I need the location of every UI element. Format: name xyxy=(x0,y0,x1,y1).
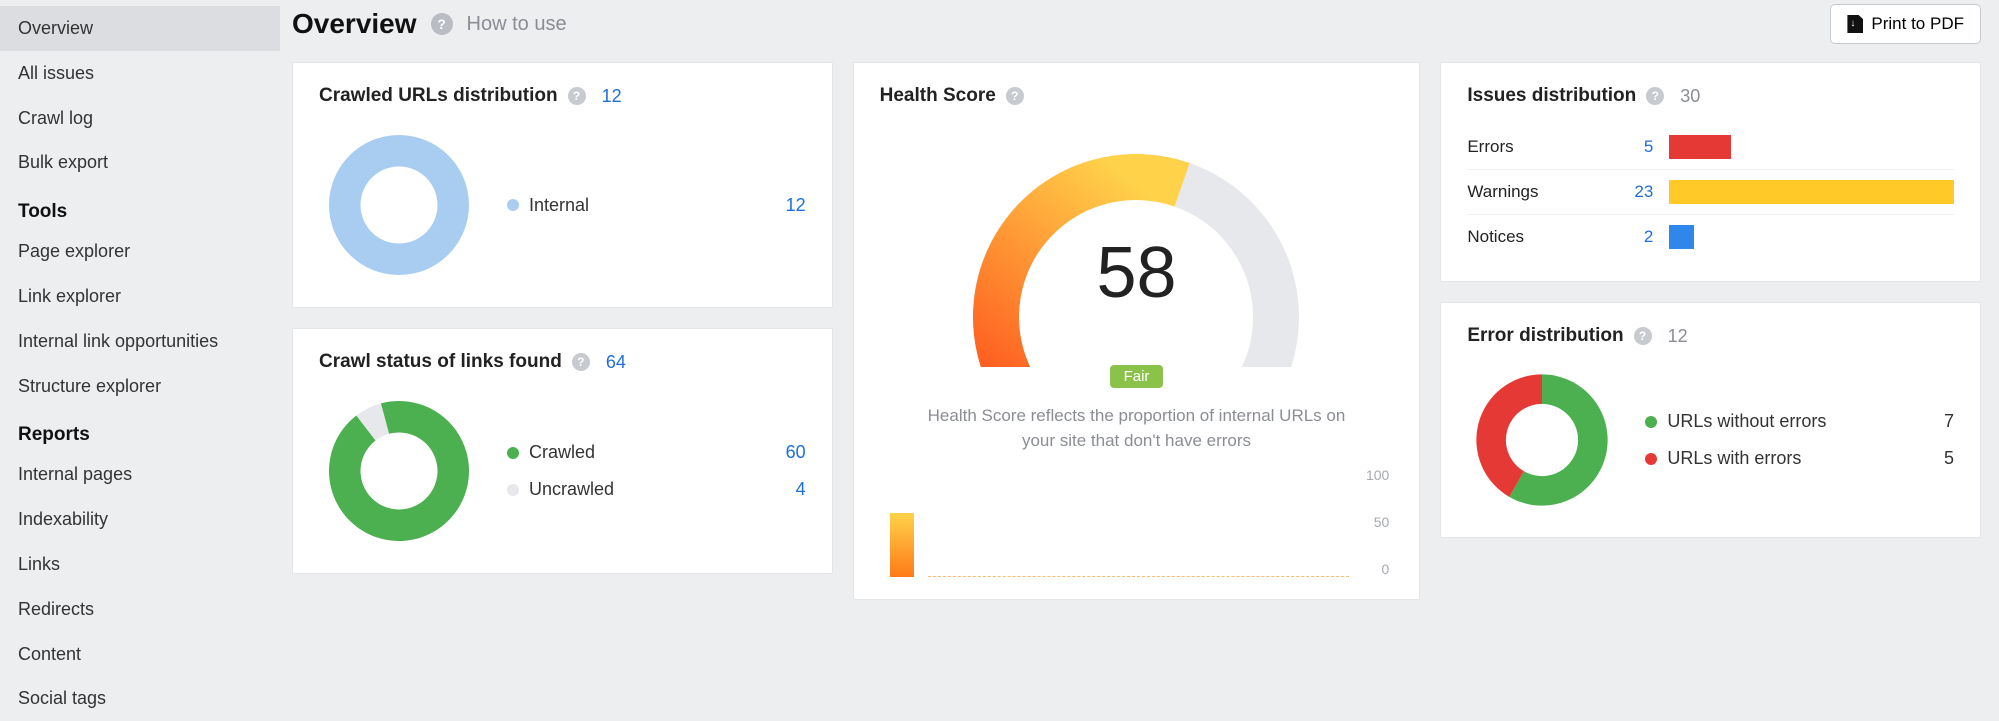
issue-bar xyxy=(1669,225,1954,249)
sidebar: OverviewAll issuesCrawl logBulk export T… xyxy=(0,0,280,721)
sidebar-heading-reports: Reports xyxy=(0,408,280,452)
issue-row-errors: Errors 5 xyxy=(1467,125,1954,170)
sidebar-item-content[interactable]: Content xyxy=(0,632,280,677)
issue-count[interactable]: 5 xyxy=(1603,137,1653,157)
help-icon[interactable]: ? xyxy=(572,353,590,371)
issue-label: Errors xyxy=(1467,137,1587,157)
sidebar-item-link-explorer[interactable]: Link explorer xyxy=(0,274,280,319)
legend-value[interactable]: 5 xyxy=(1944,448,1954,469)
health-trend-chart: 100 50 0 xyxy=(884,467,1390,577)
sidebar-item-redirects[interactable]: Redirects xyxy=(0,587,280,632)
page-title: Overview xyxy=(292,8,417,40)
crawl-status-donut xyxy=(319,391,479,551)
issue-bar xyxy=(1669,180,1954,204)
issue-label: Warnings xyxy=(1467,182,1587,202)
issues-total: 30 xyxy=(1680,86,1700,107)
ytick-label: 0 xyxy=(1366,561,1389,577)
crawl-status-legend: Crawled 60 Uncrawled 4 xyxy=(507,434,806,508)
print-to-pdf-label: Print to PDF xyxy=(1871,14,1964,34)
pdf-icon xyxy=(1847,15,1863,33)
card-title: Crawled URLs distribution xyxy=(319,85,558,107)
help-icon[interactable]: ? xyxy=(431,13,453,35)
issue-count[interactable]: 2 xyxy=(1603,227,1653,247)
sidebar-heading-tools: Tools xyxy=(0,185,280,229)
sidebar-item-internal-pages[interactable]: Internal pages xyxy=(0,452,280,497)
issues-distribution-card: Issues distribution ? 30 Errors 5 Warnings… xyxy=(1440,62,1981,282)
crawled-urls-total[interactable]: 12 xyxy=(602,86,622,107)
issue-row-notices: Notices 2 xyxy=(1467,215,1954,259)
legend-swatch xyxy=(1645,416,1657,428)
health-gauge: 58 xyxy=(956,127,1316,367)
crawled-urls-donut xyxy=(319,125,479,285)
legend-value[interactable]: 4 xyxy=(796,479,806,500)
crawl-status-card: Crawl status of links found ? 64 Crawled… xyxy=(292,328,833,574)
print-to-pdf-button[interactable]: Print to PDF xyxy=(1830,4,1981,44)
sidebar-item-indexability[interactable]: Indexability xyxy=(0,497,280,542)
health-description: Health Score reflects the proportion of … xyxy=(926,404,1346,453)
issue-count[interactable]: 23 xyxy=(1603,182,1653,202)
legend-swatch xyxy=(507,199,519,211)
legend-value[interactable]: 7 xyxy=(1944,411,1954,432)
legend-swatch xyxy=(507,447,519,459)
legend-row: Internal 12 xyxy=(507,187,806,224)
ytick-label: 100 xyxy=(1366,467,1389,483)
sidebar-item-internal-link-opportunities[interactable]: Internal link opportunities xyxy=(0,319,280,364)
sidebar-item-social-tags[interactable]: Social tags xyxy=(0,676,280,721)
help-icon[interactable]: ? xyxy=(568,87,586,105)
health-badge: Fair xyxy=(1110,365,1164,388)
sidebar-item-bulk-export[interactable]: Bulk export xyxy=(0,140,280,185)
legend-swatch xyxy=(507,484,519,496)
legend-row: URLs without errors 7 xyxy=(1645,403,1954,440)
legend-label: Uncrawled xyxy=(529,479,614,500)
legend-label: Internal xyxy=(529,195,589,216)
legend-label: URLs with errors xyxy=(1667,448,1801,469)
error-distribution-donut xyxy=(1467,365,1617,515)
health-score-card: Health Score ? 58 Fair Health Score refl… xyxy=(853,62,1421,600)
card-title: Issues distribution xyxy=(1467,85,1636,107)
header: Overview ? How to use Print to PDF xyxy=(292,4,1981,44)
sidebar-item-page-explorer[interactable]: Page explorer xyxy=(0,229,280,274)
legend-value[interactable]: 12 xyxy=(786,195,806,216)
card-title: Health Score xyxy=(880,85,996,107)
issue-row-warnings: Warnings 23 xyxy=(1467,170,1954,215)
card-title: Crawl status of links found xyxy=(319,351,562,373)
issue-bar xyxy=(1669,135,1954,159)
legend-row: Crawled 60 xyxy=(507,434,806,471)
crawl-status-total[interactable]: 64 xyxy=(606,352,626,373)
crawled-urls-legend: Internal 12 xyxy=(507,187,806,224)
health-score-value: 58 xyxy=(956,232,1316,314)
issue-label: Notices xyxy=(1467,227,1587,247)
sidebar-item-structure-explorer[interactable]: Structure explorer xyxy=(0,364,280,409)
sidebar-item-overview[interactable]: Overview xyxy=(0,6,280,51)
help-icon[interactable]: ? xyxy=(1634,327,1652,345)
main: Overview ? How to use Print to PDF Crawl… xyxy=(280,0,1999,721)
crawled-urls-card: Crawled URLs distribution ? 12 Internal 1… xyxy=(292,62,833,308)
legend-swatch xyxy=(1645,453,1657,465)
ytick-label: 50 xyxy=(1366,514,1389,530)
card-title: Error distribution xyxy=(1467,325,1623,347)
error-distribution-legend: URLs without errors 7 URLs with errors 5 xyxy=(1645,403,1954,477)
legend-value[interactable]: 60 xyxy=(786,442,806,463)
help-icon[interactable]: ? xyxy=(1646,87,1664,105)
how-to-use-link[interactable]: How to use xyxy=(467,13,567,36)
error-distribution-card: Error distribution ? 12 URLs without err… xyxy=(1440,302,1981,538)
sidebar-item-crawl-log[interactable]: Crawl log xyxy=(0,96,280,141)
issues-list: Errors 5 Warnings 23 Notices 2 xyxy=(1467,125,1954,259)
sidebar-item-all-issues[interactable]: All issues xyxy=(0,51,280,96)
legend-label: Crawled xyxy=(529,442,595,463)
error-dist-total: 12 xyxy=(1668,326,1688,347)
legend-row: URLs with errors 5 xyxy=(1645,440,1954,477)
sidebar-item-links[interactable]: Links xyxy=(0,542,280,587)
legend-row: Uncrawled 4 xyxy=(507,471,806,508)
help-icon[interactable]: ? xyxy=(1006,87,1024,105)
legend-label: URLs without errors xyxy=(1667,411,1826,432)
